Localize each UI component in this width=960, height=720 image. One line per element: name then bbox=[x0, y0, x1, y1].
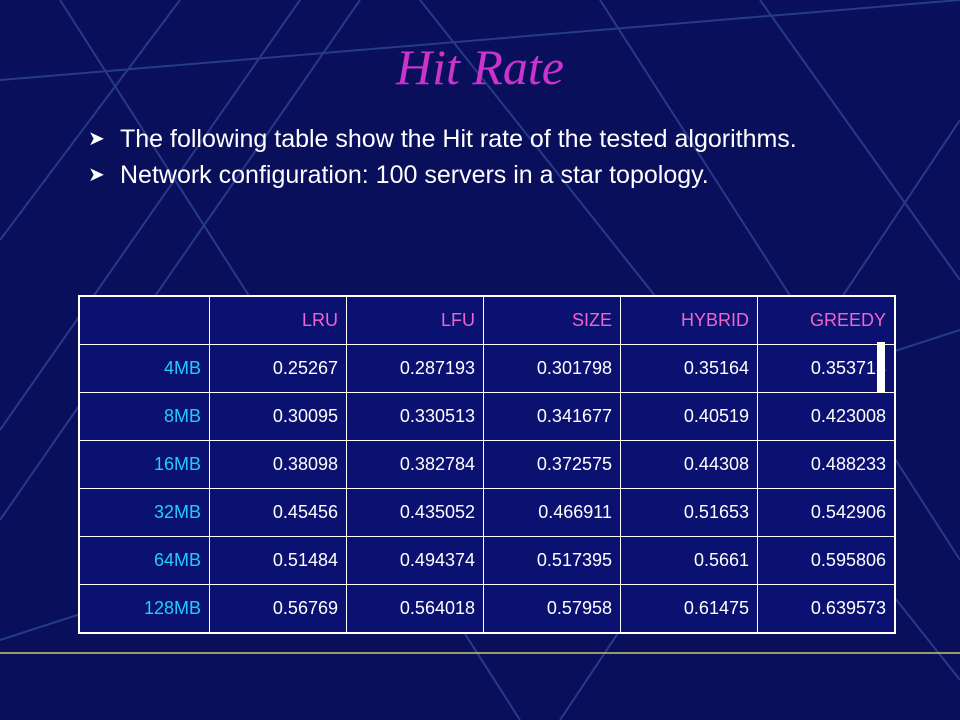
table-row: 64MB 0.51484 0.494374 0.517395 0.5661 0.… bbox=[78, 536, 896, 585]
hit-rate-table: LRU LFU SIZE HYBRID GREEDY 4MB 0.25267 0… bbox=[78, 295, 896, 634]
table-cell: 0.372575 bbox=[483, 440, 621, 489]
table-cell: 0.61475 bbox=[620, 584, 758, 634]
table-cell: 0.595806 bbox=[757, 536, 896, 585]
table-cell: 0.517395 bbox=[483, 536, 621, 585]
table-cell: 0.51653 bbox=[620, 488, 758, 537]
table-cell: 0.423008 bbox=[757, 392, 896, 441]
table-cell: 0.435052 bbox=[346, 488, 484, 537]
table-cell: 0.38098 bbox=[209, 440, 347, 489]
table-cell: 0.40519 bbox=[620, 392, 758, 441]
table-row: 128MB 0.56769 0.564018 0.57958 0.61475 0… bbox=[78, 584, 896, 634]
table-header-cell: LFU bbox=[346, 295, 484, 345]
table-cell: 0.639573 bbox=[757, 584, 896, 634]
bullet-text: The following table show the Hit rate of… bbox=[120, 125, 797, 153]
row-label: 128MB bbox=[78, 584, 210, 634]
table-cell: 0.564018 bbox=[346, 584, 484, 634]
table-header-cell bbox=[78, 295, 210, 345]
table-cell: 0.542906 bbox=[757, 488, 896, 537]
table-cell: 0.57958 bbox=[483, 584, 621, 634]
edge-marker bbox=[877, 342, 885, 392]
table-cell: 0.30095 bbox=[209, 392, 347, 441]
bullet-item: ➤ The following table show the Hit rate … bbox=[88, 124, 888, 154]
table-cell: 0.44308 bbox=[620, 440, 758, 489]
arrow-bullet-icon: ➤ bbox=[88, 128, 105, 150]
row-label: 32MB bbox=[78, 488, 210, 537]
table-cell: 0.466911 bbox=[483, 488, 621, 537]
table-cell: 0.488233 bbox=[757, 440, 896, 489]
table-cell: 0.330513 bbox=[346, 392, 484, 441]
arrow-bullet-icon: ➤ bbox=[88, 164, 105, 186]
table-cell: 0.25267 bbox=[209, 344, 347, 393]
row-label: 4MB bbox=[78, 344, 210, 393]
table-cell: 0.56769 bbox=[209, 584, 347, 634]
table-cell: 0.382784 bbox=[346, 440, 484, 489]
table-row: 8MB 0.30095 0.330513 0.341677 0.40519 0.… bbox=[78, 392, 896, 441]
table-cell: 0.51484 bbox=[209, 536, 347, 585]
table-row: 32MB 0.45456 0.435052 0.466911 0.51653 0… bbox=[78, 488, 896, 537]
table-cell: 0.341677 bbox=[483, 392, 621, 441]
table-header-cell: GREEDY bbox=[757, 295, 896, 345]
bullet-item: ➤ Network configuration: 100 servers in … bbox=[88, 160, 888, 190]
slide-title: Hit Rate bbox=[395, 39, 565, 95]
table-cell: 0.301798 bbox=[483, 344, 621, 393]
row-label: 8MB bbox=[78, 392, 210, 441]
table-row: 16MB 0.38098 0.382784 0.372575 0.44308 0… bbox=[78, 440, 896, 489]
table-header-cell: HYBRID bbox=[620, 295, 758, 345]
table-cell: 0.35164 bbox=[620, 344, 758, 393]
table-cell: 0.287193 bbox=[346, 344, 484, 393]
table-row: 4MB 0.25267 0.287193 0.301798 0.35164 0.… bbox=[78, 344, 896, 393]
bullet-list: ➤ The following table show the Hit rate … bbox=[88, 124, 888, 196]
table-cell: 0.494374 bbox=[346, 536, 484, 585]
table-header-cell: SIZE bbox=[483, 295, 621, 345]
table-header-cell: LRU bbox=[209, 295, 347, 345]
row-label: 16MB bbox=[78, 440, 210, 489]
bullet-text: Network configuration: 100 servers in a … bbox=[120, 161, 709, 189]
table-cell: 0.45456 bbox=[209, 488, 347, 537]
table-header-row: LRU LFU SIZE HYBRID GREEDY bbox=[78, 295, 896, 345]
table-cell: 0.353713 bbox=[757, 344, 896, 393]
row-label: 64MB bbox=[78, 536, 210, 585]
table-cell: 0.5661 bbox=[620, 536, 758, 585]
